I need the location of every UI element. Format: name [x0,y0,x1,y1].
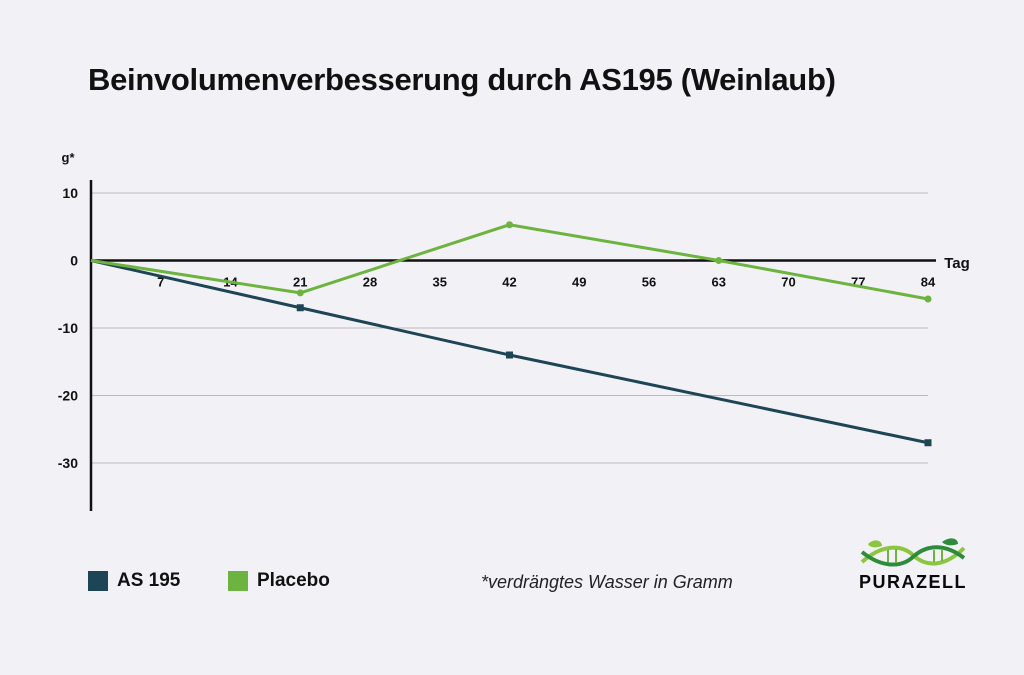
legend-swatch-placebo [228,571,248,591]
y-tick-label: -20 [58,388,78,404]
dna-leaf-icon [860,538,966,567]
legend-item-as195: AS 195 [88,570,180,592]
x-tick-label: 7 [157,275,164,290]
series-line-as195 [90,259,929,445]
data-point [506,221,513,229]
data-point [715,257,723,264]
x-tick-label: 70 [781,275,795,290]
data-point [506,351,513,359]
purazell-logo: PURAZELL [858,536,968,596]
logo-text: PURAZELL [859,572,967,592]
line-chart: 7 14 21 28 35 42 49 56 63 70 77 84 100-10-20-30 g* … [58,150,970,511]
series-lines [90,221,932,447]
x-tick-labels: 7 14 21 28 35 42 49 56 63 70 77 84 [157,275,936,290]
x-tick-label: 84 [921,275,936,290]
data-point [924,295,932,303]
data-point [296,304,304,312]
data-point [924,439,932,447]
y-tick-label: -30 [58,455,78,471]
y-tick-labels: 10 0 -10 -20 -30 [58,185,78,471]
x-tick-label: 63 [712,275,726,290]
x-tick-label: 49 [572,275,586,290]
legend-label-as195: AS 195 [117,570,181,591]
legend-swatch-as195 [88,571,108,591]
x-tick-label: 21 [293,275,307,290]
x-tick-label: 35 [433,275,447,290]
x-tick-label: 42 [502,275,516,290]
footnote: *verdrängtes Wasser in Gramm [481,572,733,592]
y-tick-label: -10 [58,320,78,336]
chart-title: Beinvolumenverbesserung durch AS195 (Wei… [88,62,836,97]
grid-lines [91,192,928,464]
legend-item-placebo: Placebo [228,570,330,592]
x-tick-label: 28 [363,275,377,290]
y-tick-label: 10 [62,185,78,201]
x-axis-label: Tag [944,255,970,272]
y-axis-label: g* [62,150,76,165]
legend-label-placebo: Placebo [257,570,330,591]
axes [89,180,936,511]
data-point [296,289,304,297]
y-tick-label: 0 [70,253,78,269]
x-tick-label: 56 [642,275,656,290]
